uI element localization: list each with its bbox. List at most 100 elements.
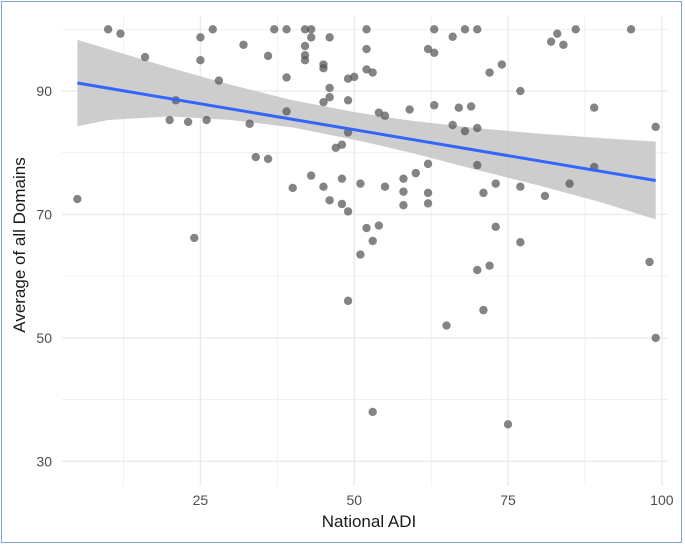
data-point (306, 33, 316, 42)
data-point (325, 93, 334, 102)
data-point (239, 40, 248, 49)
data-point (263, 154, 273, 164)
data-point (356, 179, 365, 188)
data-point (380, 111, 390, 120)
data-point (423, 44, 433, 54)
data-point (503, 420, 513, 429)
data-points (73, 25, 660, 429)
data-point (430, 48, 439, 57)
data-point (473, 123, 482, 133)
data-point (282, 107, 291, 116)
data-point (497, 60, 507, 69)
data-point (399, 187, 408, 196)
data-point (399, 201, 408, 210)
data-point (116, 29, 125, 38)
data-point (270, 25, 279, 34)
data-point (196, 33, 205, 42)
data-point (288, 183, 297, 193)
data-point (73, 194, 82, 204)
data-point (196, 55, 205, 65)
data-point (165, 115, 174, 125)
data-point (325, 83, 334, 93)
data-point (325, 33, 334, 42)
y-tick-label: 70 (36, 206, 52, 222)
data-point (368, 68, 377, 77)
data-point (460, 25, 470, 34)
data-point (442, 321, 451, 330)
data-point (263, 51, 273, 61)
data-point (306, 25, 316, 34)
data-point (553, 29, 562, 38)
x-axis-title: National ADI (322, 512, 417, 531)
data-point (516, 238, 525, 247)
data-point (362, 25, 371, 34)
data-point (589, 103, 599, 112)
data-point (282, 73, 291, 82)
data-point (485, 261, 494, 270)
data-point (516, 86, 525, 96)
data-point (479, 305, 488, 315)
data-point (306, 171, 316, 180)
data-point (626, 25, 636, 34)
data-point (214, 76, 224, 85)
data-point (356, 250, 365, 259)
data-point (473, 265, 482, 275)
data-point (202, 115, 211, 125)
data-point (423, 188, 433, 198)
data-point (448, 32, 457, 41)
data-point (300, 55, 310, 65)
data-point (374, 221, 384, 230)
data-point (325, 196, 334, 205)
data-point (190, 233, 199, 243)
data-point (546, 37, 556, 46)
data-point (540, 191, 550, 201)
y-tick-label: 90 (36, 83, 52, 99)
data-point (368, 407, 377, 417)
y-tick-label: 50 (36, 330, 52, 346)
data-point (362, 44, 371, 54)
data-point (343, 96, 353, 105)
data-point (430, 25, 439, 34)
y-axis-title: Average of all Domains (10, 157, 29, 332)
data-point (423, 199, 433, 208)
data-point (473, 25, 482, 34)
data-point (251, 152, 260, 162)
data-point (337, 140, 347, 149)
data-point (491, 222, 500, 232)
data-point (565, 179, 574, 188)
data-point (559, 40, 568, 49)
data-point (140, 52, 150, 62)
confidence-band-group (77, 39, 656, 220)
data-point (319, 97, 328, 107)
data-point (466, 102, 476, 111)
data-point (491, 179, 500, 188)
tick-labels: 25 50 75 100 30 50 70 90 (36, 83, 673, 508)
data-point (423, 159, 433, 169)
y-tick-label: 30 (36, 453, 52, 469)
data-point (473, 160, 482, 170)
x-tick-label: 25 (193, 492, 209, 508)
data-point (645, 257, 654, 267)
data-point (651, 122, 660, 132)
data-point (651, 333, 660, 343)
data-point (380, 182, 390, 191)
x-tick-label: 75 (500, 492, 516, 508)
x-tick-label: 50 (346, 492, 362, 508)
data-point (319, 182, 328, 191)
data-point (350, 72, 359, 82)
data-point (343, 296, 353, 306)
data-point (319, 60, 328, 69)
regression-line-group (77, 81, 656, 183)
data-point (245, 119, 254, 128)
x-tick-label: 100 (650, 492, 674, 508)
data-point (399, 174, 408, 183)
data-point (479, 188, 488, 198)
data-point (208, 25, 217, 34)
data-point (448, 120, 457, 130)
data-point (103, 25, 113, 34)
data-point (337, 199, 347, 209)
data-point (454, 103, 464, 112)
data-point (343, 207, 353, 216)
